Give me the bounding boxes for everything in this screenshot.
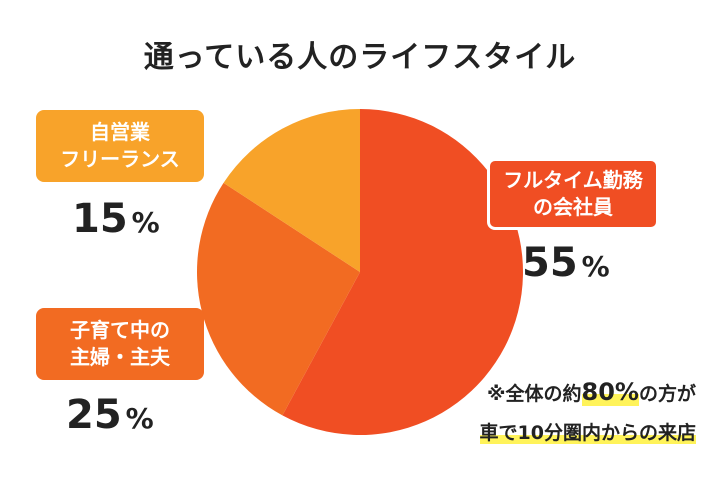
footnote-highlight-text: 車で10分圏内からの来店 [479, 422, 696, 444]
slice-value-homemaker: 25% [66, 392, 154, 438]
slice-label-full-time: フルタイム勤務 の会社員 [487, 158, 659, 230]
slice-value-number: 15 [72, 196, 128, 242]
chart-title: 通っている人のライフスタイル [143, 40, 577, 75]
slice-label-line: 子育て中の [70, 318, 170, 342]
footnote-suffix: の方が [638, 383, 696, 405]
slice-label-line: 主婦・主夫 [70, 345, 170, 369]
pie-slice-homemaker [197, 182, 360, 416]
slice-label-freelance: 自営業 フリーランス [36, 110, 204, 182]
slice-label-line: フルタイム勤務 [503, 168, 643, 192]
pie-slice-full-time [282, 109, 523, 435]
slice-value-unit: % [125, 402, 154, 435]
footnote-line-2: 車で10分圏内からの来店 [479, 418, 696, 445]
pie-slice-freelance [223, 109, 360, 272]
slice-value-number: 25 [66, 392, 122, 438]
slice-label-line: 自営業 [90, 120, 150, 144]
footnote-prefix: ※全体の約 [487, 383, 582, 405]
footnote-line-1: ※全体の約80%の方が [487, 378, 696, 406]
slice-value-unit: % [131, 206, 160, 239]
slice-value-full-time: 55% [522, 240, 610, 286]
slice-label-homemaker: 子育て中の 主婦・主夫 [36, 308, 204, 380]
slice-value-freelance: 15% [72, 196, 160, 242]
slice-label-line: の会社員 [533, 195, 613, 219]
slice-label-line: フリーランス [60, 147, 180, 171]
footnote-highlight-value: 80% [581, 378, 639, 406]
slice-value-number: 55 [522, 240, 578, 286]
slice-value-unit: % [581, 250, 610, 283]
